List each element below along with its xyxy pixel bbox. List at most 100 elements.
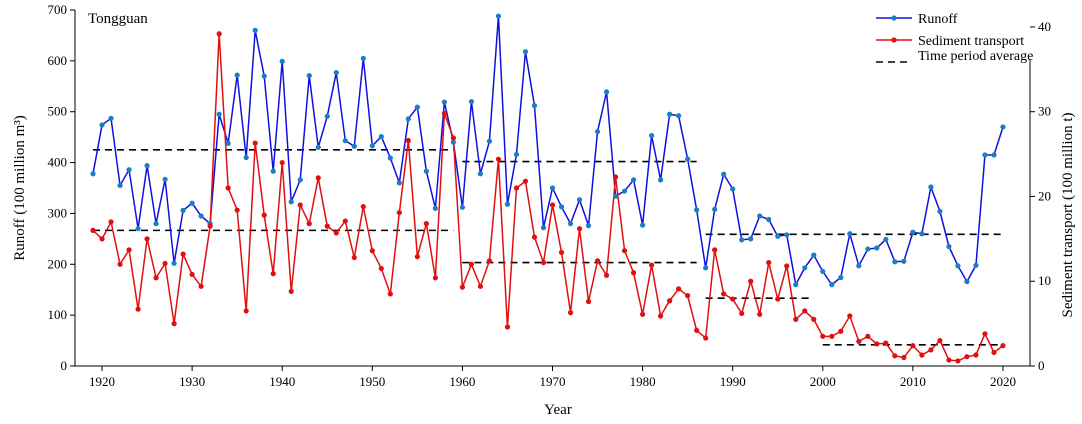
runoff-point bbox=[459, 204, 466, 210]
runoff-point bbox=[694, 207, 700, 213]
runoff-point bbox=[360, 55, 366, 61]
y-left-tick-label: 500 bbox=[48, 104, 68, 119]
sediment-transport-point bbox=[847, 313, 853, 319]
runoff-point bbox=[856, 263, 862, 269]
runoff-point bbox=[649, 133, 655, 139]
sediment-transport-point bbox=[676, 286, 682, 292]
runoff-point bbox=[865, 246, 871, 252]
x-axis: 1920 1930 1940 1950 1960 1970 1980 1990 2000 2010… bbox=[89, 366, 1016, 389]
runoff-point bbox=[585, 223, 592, 229]
sediment-transport-point bbox=[694, 327, 700, 333]
series-markers bbox=[90, 13, 1006, 364]
sediment-transport-point bbox=[567, 310, 574, 316]
runoff-point bbox=[847, 231, 853, 237]
runoff-point bbox=[829, 282, 835, 288]
x-tick-label: 1930 bbox=[179, 374, 205, 389]
sediment-transport-point bbox=[793, 316, 799, 322]
runoff-point bbox=[630, 177, 637, 183]
runoff-point bbox=[531, 103, 538, 109]
runoff-point bbox=[378, 134, 384, 140]
sediment-transport-point bbox=[865, 333, 871, 339]
y-left-tick-label: 300 bbox=[48, 205, 68, 220]
sediment-transport-point bbox=[306, 221, 312, 227]
x-axis-title: Year bbox=[544, 402, 572, 418]
sediment-transport-point bbox=[270, 271, 276, 277]
sediment-transport-point bbox=[477, 283, 484, 289]
sediment-transport-point bbox=[423, 221, 429, 227]
runoff-point bbox=[441, 99, 447, 105]
y-right-tick-label: 30 bbox=[1038, 104, 1051, 119]
legend: Runoff Sediment transport Time period av… bbox=[876, 12, 1033, 64]
runoff-point bbox=[198, 213, 204, 219]
sediment-transport-point bbox=[964, 354, 970, 360]
y-left-tick-label: 100 bbox=[48, 307, 68, 322]
runoff-point bbox=[928, 184, 934, 190]
runoff-point bbox=[757, 213, 763, 219]
sediment-transport-point bbox=[892, 353, 898, 359]
legend-entry-sediment: Sediment transport bbox=[876, 34, 1024, 49]
runoff-point bbox=[766, 216, 772, 223]
sediment-transport-point bbox=[225, 185, 231, 191]
runoff-point bbox=[450, 139, 456, 145]
y-left-tick-label: 200 bbox=[48, 256, 68, 271]
x-tick-label: 1980 bbox=[630, 374, 656, 389]
runoff-point bbox=[468, 98, 475, 105]
runoff-point bbox=[387, 155, 393, 161]
sediment-transport-point bbox=[99, 236, 105, 242]
runoff-point bbox=[153, 221, 159, 227]
runoff-point bbox=[126, 167, 132, 173]
y-left-tick-label: 600 bbox=[48, 53, 68, 68]
runoff-point bbox=[432, 205, 438, 211]
station-label: Tongguan bbox=[88, 11, 148, 27]
runoff-point bbox=[270, 168, 276, 174]
sediment-transport-point bbox=[504, 324, 511, 330]
sediment-transport-point bbox=[748, 278, 754, 284]
runoff-point bbox=[955, 263, 961, 269]
runoff-point bbox=[216, 111, 222, 117]
runoff-point bbox=[414, 104, 420, 110]
sediment-transport-point bbox=[135, 306, 141, 312]
legend-label-runoff: Runoff bbox=[918, 12, 958, 27]
x-tick-label: 1990 bbox=[720, 374, 746, 389]
runoff-point bbox=[667, 111, 673, 117]
sediment-transport-point bbox=[495, 156, 502, 162]
runoff-point bbox=[937, 208, 943, 214]
sediment-transport-point bbox=[775, 296, 781, 302]
runoff-point bbox=[730, 186, 736, 192]
sediment-transport-point bbox=[838, 328, 844, 334]
x-tick-label: 2000 bbox=[810, 374, 836, 389]
runoff-point bbox=[162, 176, 168, 182]
runoff-point bbox=[639, 222, 646, 228]
x-tick-label: 1920 bbox=[89, 374, 115, 389]
runoff-point bbox=[739, 237, 745, 243]
sediment-transport-point bbox=[928, 347, 934, 353]
sediment-transport-point bbox=[252, 140, 258, 146]
runoff-point bbox=[658, 177, 664, 183]
runoff-point bbox=[324, 113, 330, 119]
runoff-point bbox=[351, 143, 357, 149]
sediment-transport-point bbox=[576, 226, 583, 232]
runoff-point bbox=[234, 72, 240, 78]
runoff-point bbox=[811, 252, 817, 258]
sediment-transport-point bbox=[856, 338, 862, 345]
sediment-transport-point bbox=[108, 219, 114, 225]
sediment-transport-point bbox=[450, 135, 456, 141]
sediment-transport-point bbox=[486, 258, 493, 264]
sediment-transport-point bbox=[189, 271, 195, 278]
runoff-point bbox=[793, 282, 799, 288]
runoff-point bbox=[369, 143, 375, 149]
legend-entry-runoff: Runoff bbox=[876, 12, 958, 27]
sediment-transport-point bbox=[288, 288, 294, 295]
sediment-transport-point bbox=[315, 175, 321, 181]
sediment-transport-point bbox=[639, 311, 646, 317]
runoff-point bbox=[802, 265, 808, 271]
y-left-tick-label: 700 bbox=[48, 2, 68, 17]
sediment-transport-point bbox=[342, 218, 348, 224]
sediment-transport-point bbox=[721, 291, 727, 297]
sediment-transport-point bbox=[396, 209, 402, 216]
runoff-point bbox=[594, 128, 601, 135]
legend-label-sediment: Sediment transport bbox=[918, 34, 1024, 49]
runoff-point bbox=[567, 221, 574, 227]
sediment-transport-point bbox=[973, 352, 979, 358]
sediment-transport-point bbox=[621, 248, 628, 254]
